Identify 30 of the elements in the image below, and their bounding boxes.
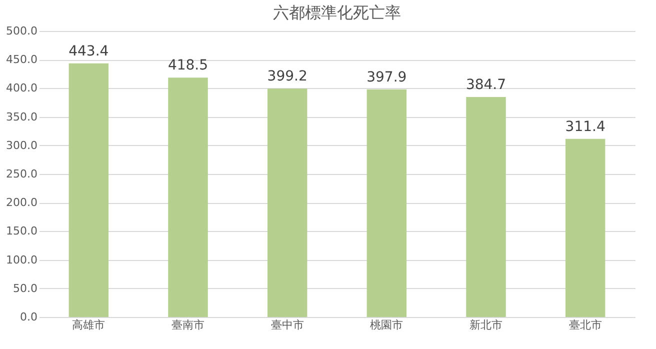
x-tick-label: 桃園市 bbox=[370, 318, 404, 332]
bar bbox=[68, 63, 109, 317]
y-tick-label: 500.0 bbox=[6, 24, 38, 38]
bar bbox=[267, 88, 308, 317]
y-tick-label: 350.0 bbox=[6, 110, 38, 124]
y-tick-label: 150.0 bbox=[6, 224, 38, 238]
data-label: 399.2 bbox=[267, 68, 308, 85]
data-label: 397.9 bbox=[366, 69, 407, 86]
y-tick-label: 250.0 bbox=[6, 168, 38, 180]
y-tick-label: 50.0 bbox=[13, 282, 38, 295]
bar bbox=[565, 138, 606, 317]
data-label: 384.7 bbox=[466, 76, 506, 93]
x-tick-label: 臺南市 bbox=[172, 318, 204, 332]
y-tick-label: 0.0 bbox=[20, 310, 38, 324]
bar bbox=[466, 96, 506, 317]
x-tick-label: 新北市 bbox=[470, 318, 502, 332]
data-label: 443.4 bbox=[68, 43, 109, 60]
y-tick-label: 450.0 bbox=[6, 53, 38, 66]
y-tick-label: 200.0 bbox=[6, 196, 38, 210]
bar bbox=[168, 78, 208, 317]
x-tick-label: 臺北市 bbox=[568, 318, 602, 332]
x-tick-label: 高雄市 bbox=[72, 318, 106, 332]
bar bbox=[366, 89, 407, 317]
y-tick-label: 100.0 bbox=[6, 253, 38, 266]
x-tick-label: 臺中市 bbox=[270, 318, 304, 332]
data-label: 311.4 bbox=[565, 118, 606, 135]
data-label: 418.5 bbox=[168, 58, 208, 74]
y-tick-label: 300.0 bbox=[6, 138, 38, 152]
y-tick-label: 400.0 bbox=[6, 82, 38, 95]
chart-title: 六都標準化死亡率 bbox=[273, 3, 401, 22]
